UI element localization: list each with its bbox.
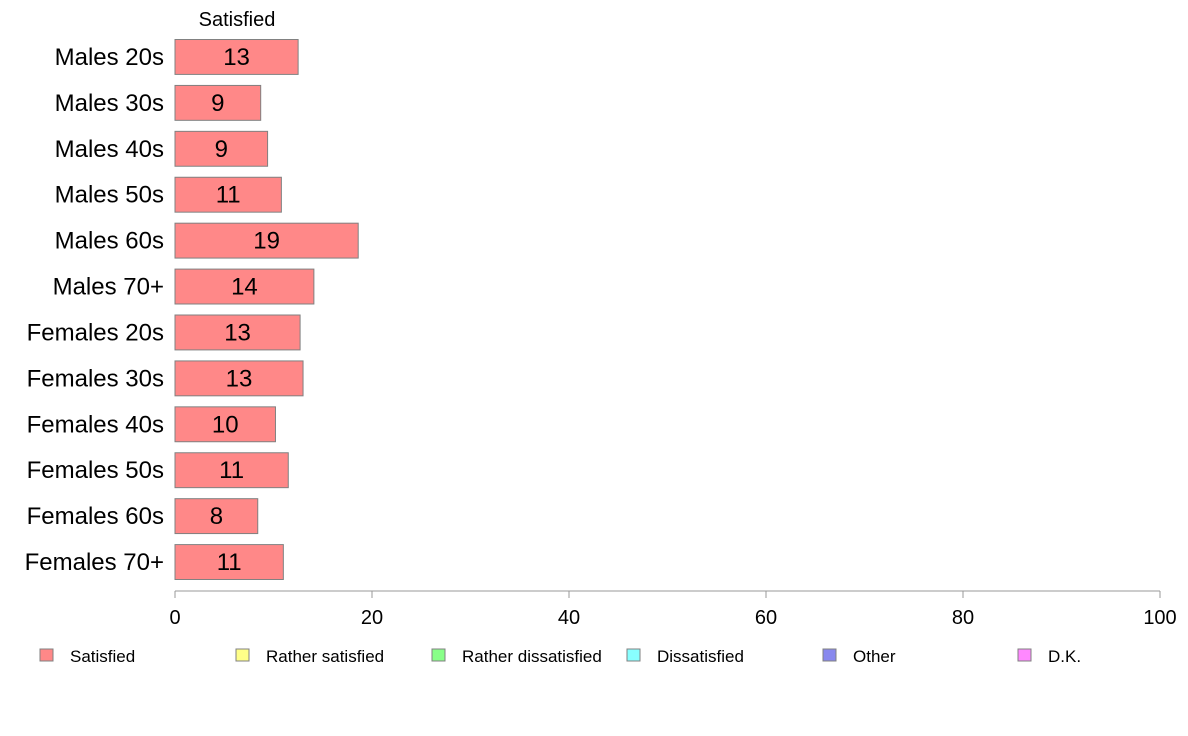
bar [174, 406, 276, 443]
legend-label: Rather satisfied [266, 647, 384, 666]
bar [174, 268, 315, 305]
category-label: Females 30s [27, 365, 164, 392]
bar-value-label: 13 [224, 319, 251, 346]
bar-value-label: 11 [216, 182, 241, 209]
legend: Satisfied Rather satisfied Rather dissatis… [39, 647, 1081, 666]
legend-swatch [822, 648, 837, 662]
category-labels: Males 20s Males 30s Males 40s Males 50s Male… [25, 44, 164, 576]
bar [174, 176, 282, 213]
x-tick-label: 0 [169, 607, 180, 629]
bar [174, 498, 259, 535]
bars-group: 13 9 9 11 19 14 13 13 10 11 8 11 [174, 39, 359, 580]
legend-swatch [235, 648, 250, 662]
bar-value-label: 8 [210, 503, 223, 530]
category-label: Females 40s [27, 411, 164, 438]
category-label: Females 20s [27, 319, 164, 346]
x-tick-label: 100 [1143, 607, 1176, 629]
legend-swatch [431, 648, 446, 662]
bar [174, 39, 299, 75]
category-label: Males 70+ [53, 274, 164, 301]
legend-label: Dissatisfied [657, 647, 744, 666]
legend-label: D.K. [1048, 647, 1081, 666]
bar-value-label: 13 [223, 44, 250, 71]
x-tick-label: 40 [558, 607, 580, 629]
bar-value-label: 11 [219, 457, 244, 484]
x-tick-label: 20 [361, 607, 383, 629]
category-label: Females 60s [27, 503, 164, 530]
bar-value-label: 19 [253, 228, 280, 255]
x-axis: 0 20 40 60 80 100 [169, 590, 1177, 629]
bar-value-label: 9 [215, 136, 228, 163]
bar [174, 544, 284, 580]
legend-label: Satisfied [70, 647, 135, 666]
category-label: Males 20s [55, 44, 164, 71]
bar-value-label: 13 [226, 365, 253, 392]
bar-value-label: 11 [217, 549, 242, 576]
column-header: Satisfied [199, 9, 276, 31]
bar [174, 130, 269, 167]
category-label: Males 50s [55, 182, 164, 209]
bar-value-label: 9 [211, 90, 224, 117]
legend-label: Rather dissatisfied [462, 647, 602, 666]
legend-swatch [1017, 648, 1032, 662]
category-label: Males 60s [55, 228, 164, 255]
category-label: Females 50s [27, 457, 164, 484]
legend-label: Other [853, 647, 896, 666]
bar [174, 360, 304, 397]
category-label: Males 30s [55, 90, 164, 117]
bar [174, 84, 262, 121]
x-tick-label: 80 [952, 607, 974, 629]
bar-value-label: 10 [212, 411, 239, 438]
bar [174, 314, 301, 351]
category-label: Males 40s [55, 136, 164, 163]
bar-value-label: 14 [231, 274, 258, 301]
bar [174, 452, 289, 489]
bar [174, 222, 359, 259]
x-tick-label: 60 [755, 607, 777, 629]
legend-swatch [626, 648, 641, 662]
category-label: Females 70+ [25, 549, 164, 576]
legend-swatch [39, 648, 54, 662]
